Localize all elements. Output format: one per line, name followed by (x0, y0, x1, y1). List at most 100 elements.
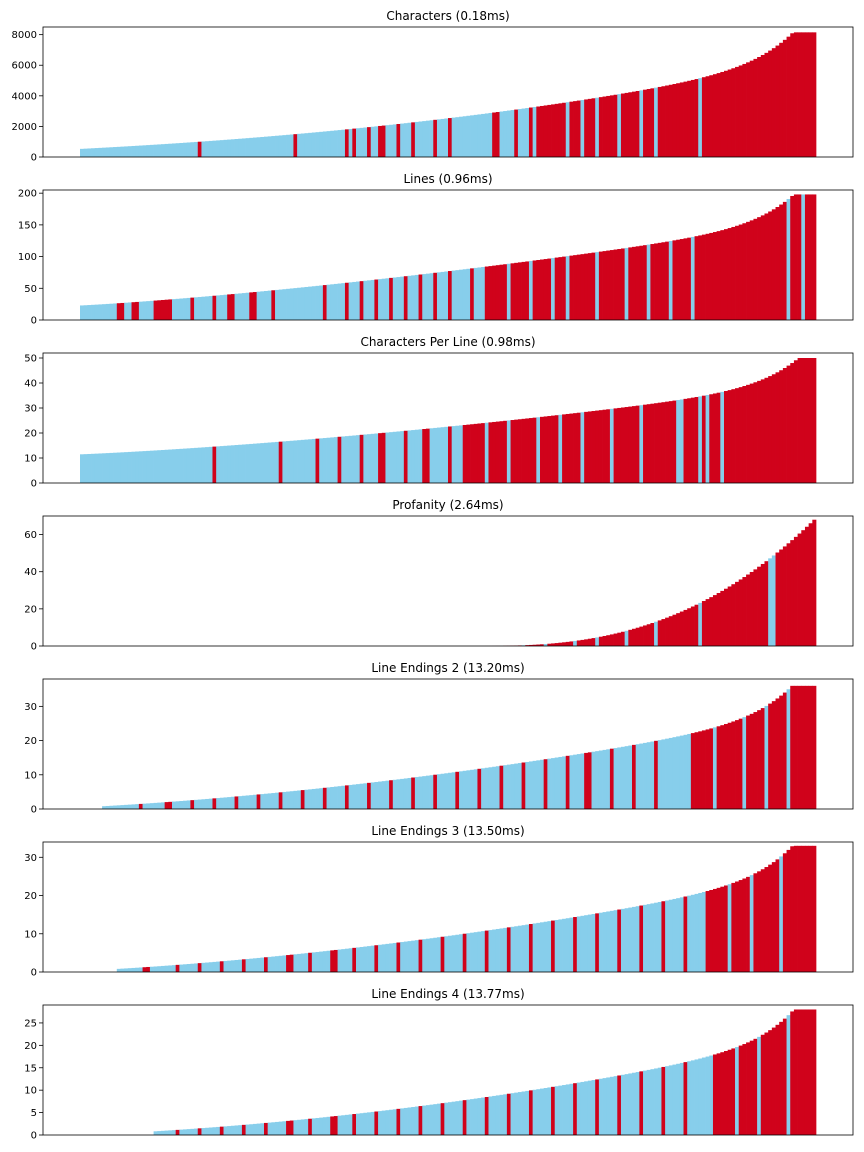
bar (131, 302, 136, 320)
bar (315, 132, 320, 157)
bar (153, 450, 158, 483)
bar (381, 278, 386, 320)
bar (275, 956, 280, 972)
bar (183, 1129, 188, 1135)
bar (278, 1121, 283, 1135)
bar (569, 413, 574, 483)
bar (234, 293, 239, 320)
bar (746, 876, 751, 972)
bar (639, 405, 644, 483)
bar (521, 1091, 526, 1135)
bar (562, 1085, 567, 1135)
bar (657, 242, 662, 320)
y-tick-label: 30 (24, 853, 37, 864)
bar (510, 110, 515, 157)
bar (499, 928, 504, 972)
bar (179, 1129, 184, 1135)
bar (558, 414, 563, 483)
bar (275, 792, 280, 809)
bar (135, 301, 140, 320)
bar (131, 451, 136, 483)
bar (223, 1126, 228, 1135)
bar (672, 240, 677, 320)
bar (194, 1128, 199, 1135)
bar (775, 1024, 780, 1135)
bar (168, 1130, 173, 1135)
bar (687, 237, 692, 320)
bar (333, 1116, 338, 1135)
plot-frame (42, 841, 854, 973)
bar (135, 451, 140, 483)
bar (801, 845, 806, 972)
bar (444, 936, 449, 972)
bar (245, 138, 250, 157)
bar (356, 1113, 361, 1135)
bar (613, 748, 618, 809)
bar (414, 1106, 419, 1135)
bar (113, 147, 118, 157)
bar (252, 1123, 257, 1135)
bar (311, 952, 316, 972)
y-tick-label: 0 (31, 805, 37, 816)
bar (779, 42, 784, 157)
bar (149, 450, 154, 483)
bar (311, 132, 316, 157)
bar (738, 1045, 743, 1135)
bar (186, 1129, 191, 1135)
bar (238, 293, 243, 320)
bar (183, 298, 188, 320)
bar (330, 437, 335, 483)
bar (694, 236, 699, 320)
bar (690, 606, 695, 646)
bar (293, 1120, 298, 1135)
bar (775, 698, 780, 809)
bar (547, 643, 552, 646)
bar (260, 794, 265, 809)
bar (289, 288, 294, 320)
bar (624, 1074, 629, 1135)
bar (105, 147, 110, 157)
bar (727, 228, 732, 320)
bar (337, 1115, 342, 1135)
bar (425, 775, 430, 809)
bar (223, 445, 228, 483)
bar (433, 1104, 438, 1135)
bar (219, 797, 224, 809)
bar (378, 433, 383, 483)
bar (319, 285, 324, 320)
bar (793, 32, 798, 157)
bar (370, 126, 375, 157)
bar (363, 127, 368, 157)
bar (517, 419, 522, 483)
bar (470, 1099, 475, 1135)
bar (330, 284, 335, 320)
bar (720, 71, 725, 157)
bar (462, 116, 467, 157)
bar (367, 127, 372, 157)
bar (333, 437, 338, 483)
bar (448, 118, 453, 157)
y-tick-label: 0 (31, 479, 37, 490)
bar (668, 899, 673, 972)
y-tick-label: 8000 (12, 30, 37, 41)
bar (668, 737, 673, 809)
bar (201, 447, 206, 483)
bar (521, 108, 526, 157)
bar (275, 1121, 280, 1135)
bar (356, 947, 361, 972)
bar (514, 109, 519, 157)
bar (492, 1095, 497, 1135)
bar (113, 805, 118, 809)
y-tick-label: 30 (24, 404, 37, 415)
bar (455, 270, 460, 320)
bar (782, 853, 787, 972)
bar (742, 1044, 747, 1135)
bar (385, 1110, 390, 1135)
bar (80, 454, 85, 483)
bar (205, 1127, 210, 1135)
y-tick-label: 200 (18, 189, 37, 200)
bar (543, 416, 548, 483)
bar (665, 738, 670, 809)
bar (212, 1127, 217, 1135)
bar (212, 295, 217, 320)
